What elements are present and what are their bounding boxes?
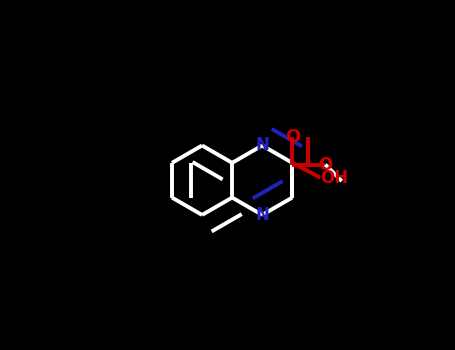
- Text: N: N: [255, 206, 269, 224]
- Text: N: N: [255, 136, 269, 154]
- Text: OH: OH: [320, 169, 349, 187]
- Text: O: O: [318, 156, 333, 174]
- Text: O: O: [285, 127, 300, 146]
